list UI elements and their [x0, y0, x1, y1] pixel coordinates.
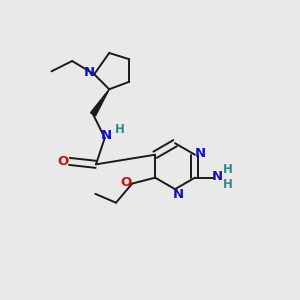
Text: O: O — [121, 176, 132, 189]
Polygon shape — [91, 89, 109, 116]
Text: N: N — [212, 170, 223, 183]
Text: N: N — [101, 129, 112, 142]
Text: N: N — [172, 188, 184, 201]
Text: N: N — [195, 147, 206, 160]
Text: O: O — [57, 155, 69, 168]
Text: N: N — [83, 66, 94, 79]
Text: H: H — [223, 178, 233, 191]
Text: H: H — [223, 163, 233, 176]
Text: H: H — [115, 122, 125, 136]
